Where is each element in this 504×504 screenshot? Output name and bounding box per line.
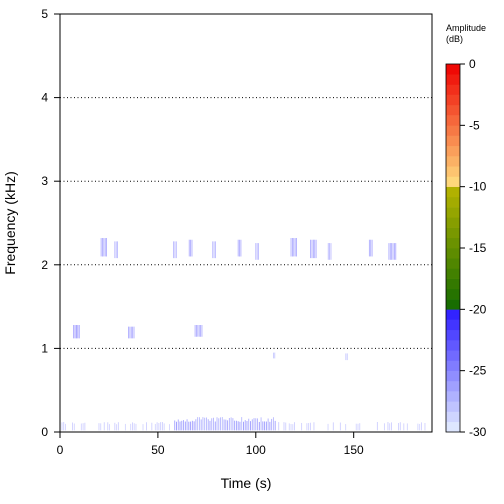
colorbar-segment <box>446 94 460 106</box>
energy-events <box>73 238 397 361</box>
colorbar-segment <box>446 421 460 433</box>
colorbar-segment <box>446 176 460 187</box>
colorbar-segment <box>446 309 460 320</box>
colorbar-segment <box>446 278 460 290</box>
colorbar <box>445 63 461 433</box>
x-axis: 0 50 100 150 <box>57 432 364 457</box>
y-tick-label: 0 <box>41 425 48 439</box>
colorbar-segment <box>446 217 460 228</box>
energy-event <box>388 243 397 260</box>
grid-lines <box>60 97 432 349</box>
colorbar-segment <box>446 411 460 423</box>
colorbar-segment <box>446 156 460 167</box>
colorbar-tick-label: 0 <box>469 57 476 71</box>
colorbar-title-line2: (dB) <box>446 34 463 44</box>
plot-frame <box>59 13 433 433</box>
y-tick-label: 1 <box>41 341 48 355</box>
colorbar-segment <box>446 248 460 259</box>
y-tick-label: 2 <box>41 258 48 272</box>
x-tick-label: 0 <box>57 443 64 457</box>
energy-event <box>73 324 80 339</box>
colorbar-segment <box>446 74 460 85</box>
energy-event <box>345 353 348 361</box>
energy-event <box>194 324 203 337</box>
y-tick-label: 3 <box>41 174 48 188</box>
energy-event <box>100 238 107 257</box>
y-axis: 0 1 2 3 4 5 <box>41 7 60 439</box>
y-axis-label: Frequency (kHz) <box>2 171 18 274</box>
x-tick-label: 100 <box>246 443 266 457</box>
colorbar-segment <box>446 104 460 116</box>
colorbar-segment <box>446 84 460 95</box>
plot-area <box>60 14 432 432</box>
colorbar-tick-label: -15 <box>469 241 487 255</box>
energy-event <box>237 239 242 257</box>
colorbar-segment <box>446 125 460 136</box>
colorbar-segment <box>446 319 460 331</box>
colorbar-segment <box>446 329 460 341</box>
x-tick-label: 50 <box>151 443 165 457</box>
colorbar-segment <box>446 196 460 208</box>
energy-event <box>310 239 317 259</box>
colorbar-segment <box>446 258 460 269</box>
colorbar-tick-label: -10 <box>469 180 487 194</box>
colorbar-segment <box>446 340 460 351</box>
colorbar-segment <box>446 350 460 361</box>
colorbar-segment <box>446 401 460 412</box>
energy-event <box>327 243 332 260</box>
energy-event <box>368 239 373 257</box>
colorbar-ticks: 0 -5 -10 -15 -20 -25 -30 <box>460 57 487 439</box>
energy-event <box>114 241 118 259</box>
colorbar-segment <box>446 135 460 147</box>
colorbar-segment <box>446 380 460 392</box>
colorbar-segment <box>446 186 460 198</box>
colorbar-segment <box>446 64 460 75</box>
energy-event <box>273 352 276 359</box>
colorbar-segment <box>446 370 460 382</box>
colorbar-segment <box>446 115 460 126</box>
colorbar-title-line1: Amplitude <box>446 23 486 33</box>
noise-band <box>61 417 426 431</box>
energy-event <box>128 326 135 339</box>
colorbar-segment <box>446 288 460 300</box>
energy-event <box>188 239 193 257</box>
colorbar-tick-label: -5 <box>469 118 480 132</box>
energy-event <box>212 241 216 259</box>
colorbar-segment <box>446 166 460 177</box>
energy-event <box>290 238 297 257</box>
colorbar-segment <box>446 207 460 218</box>
colorbar-segment <box>446 237 460 249</box>
y-tick-label: 5 <box>41 7 48 21</box>
colorbar-tick-label: -20 <box>469 302 487 316</box>
colorbar-segment <box>446 227 460 239</box>
colorbar-segment <box>446 360 460 371</box>
y-tick-label: 4 <box>41 91 48 105</box>
colorbar-tick-label: -30 <box>469 425 487 439</box>
energy-event <box>173 241 177 259</box>
colorbar-segment <box>446 268 460 279</box>
colorbar-segment <box>446 299 460 310</box>
colorbar-tick-label: -25 <box>469 364 487 378</box>
energy-event <box>255 243 259 260</box>
colorbar-segment <box>446 391 460 402</box>
x-axis-label: Time (s) <box>221 475 272 491</box>
x-tick-label: 150 <box>344 443 364 457</box>
colorbar-segment <box>446 145 460 157</box>
